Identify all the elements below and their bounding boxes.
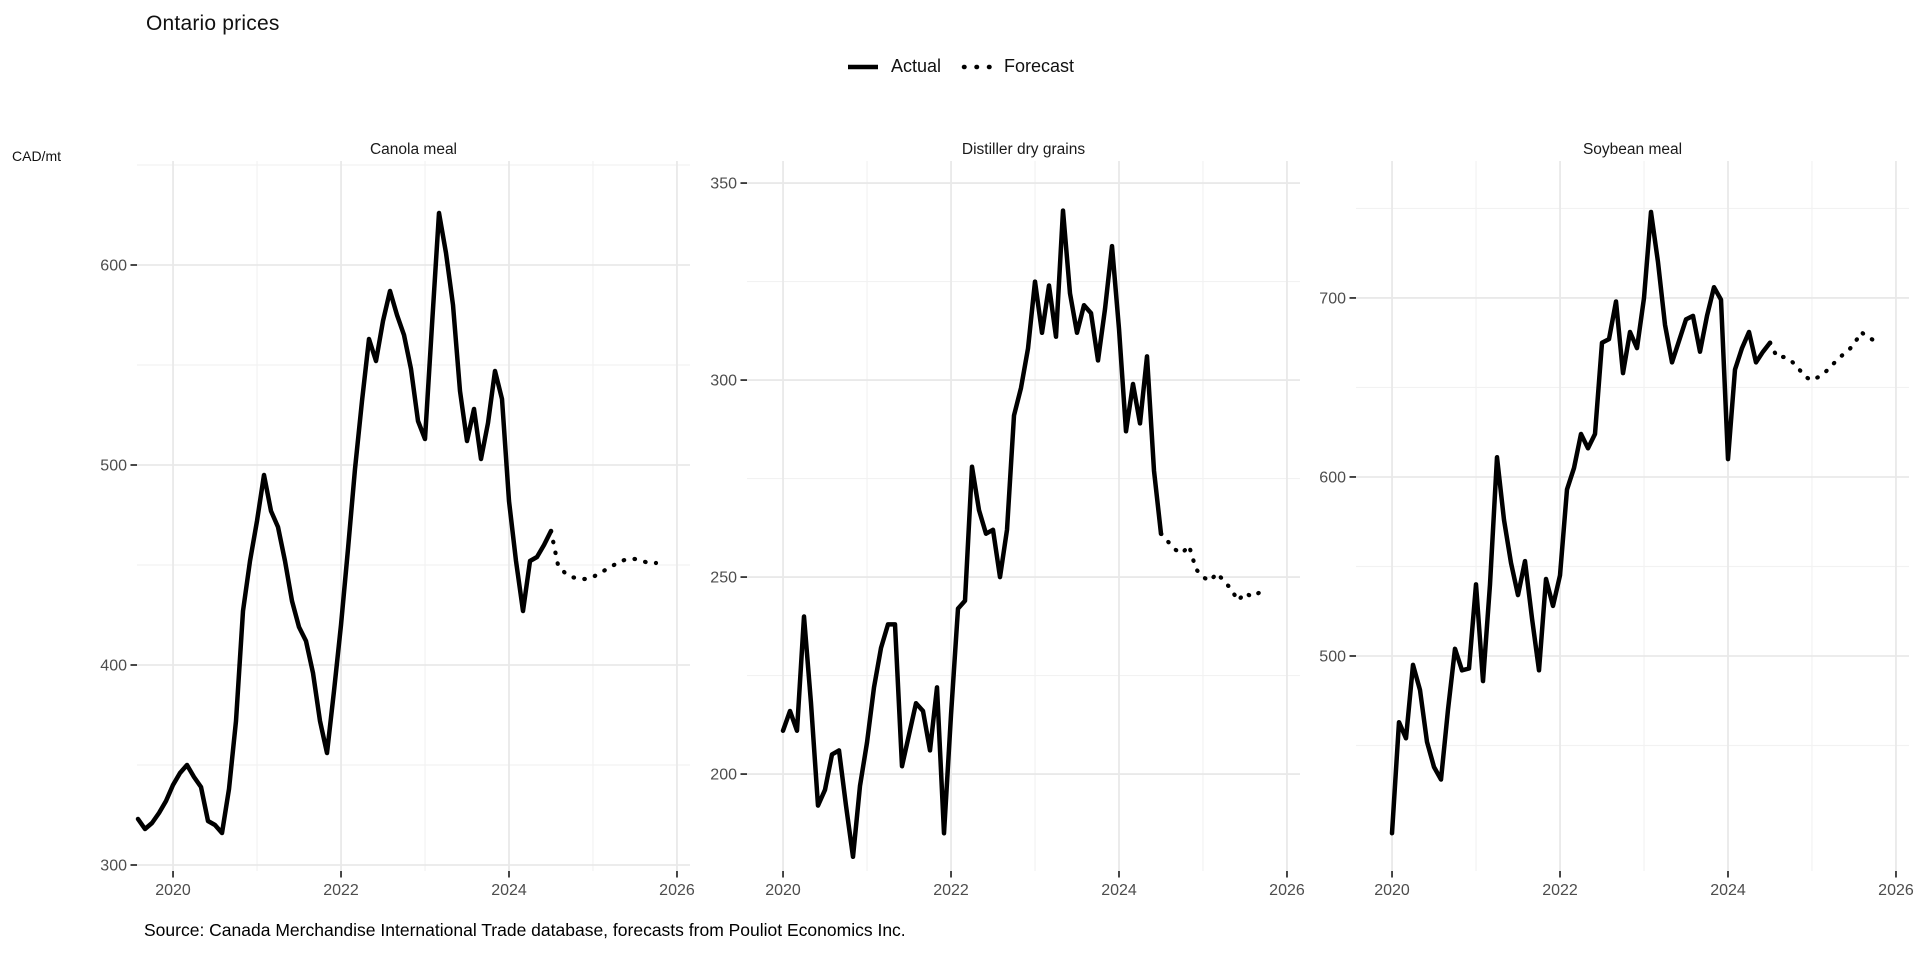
solid-line-icon (847, 64, 878, 69)
y-tick-label: 300 (100, 858, 127, 875)
x-tick-label: 2020 (765, 882, 801, 899)
dotted-line-icon (961, 64, 993, 69)
x-tick-label: 2024 (491, 882, 527, 899)
y-tick-label: 600 (1319, 469, 1346, 486)
y-tick-label: 350 (710, 176, 737, 193)
y-tick-label: 250 (710, 570, 737, 587)
forecast-line (548, 528, 659, 582)
legend-item-forecast: Forecast (959, 56, 1074, 77)
actual-line (780, 208, 1164, 860)
page-title: Ontario prices (146, 12, 280, 35)
panel-title: Soybean meal (1583, 141, 1682, 158)
legend-label-actual: Actual (890, 56, 941, 76)
y-tick-label: 300 (710, 373, 737, 390)
actual-line (135, 210, 554, 836)
forecast-line (1767, 329, 1878, 383)
x-tick-label: 2022 (323, 882, 359, 899)
x-tick-label: 2024 (1710, 882, 1746, 899)
panel-distiller-dry-grains: 2020 2022 2024 2026 200 250 300 350 Distiller dr… (710, 141, 1305, 899)
y-axis-unit-label: CAD/mt (12, 148, 61, 164)
panel-title: Canola meal (370, 141, 457, 158)
y-tick-label: 500 (1319, 648, 1346, 665)
legend: Actual Forecast (0, 56, 1920, 77)
actual-line (1389, 209, 1773, 836)
x-tick-label: 2020 (155, 882, 191, 899)
x-tick-label: 2026 (1878, 882, 1914, 899)
x-tick-label: 2022 (1542, 882, 1578, 899)
legend-label-forecast: Forecast (1004, 56, 1075, 76)
panel-title: Distiller dry grains (962, 141, 1085, 158)
y-tick-label: 500 (100, 458, 127, 475)
y-tick-label: 700 (1319, 290, 1346, 307)
panel-canola-meal: 2020 2022 2024 2026 300 400 500 600 Canola meal (100, 141, 695, 899)
y-tick-label: 600 (100, 258, 127, 275)
x-tick-label: 2022 (933, 882, 969, 899)
panel-soybean-meal: 2020 2022 2024 2026 500 600 700 Soybean meal (1319, 141, 1914, 899)
y-tick-label: 400 (100, 658, 127, 675)
y-tick-label: 200 (710, 767, 737, 784)
source-caption: Source: Canada Merchandise International… (144, 920, 906, 940)
x-tick-label: 2020 (1374, 882, 1410, 899)
forecast-line (1158, 531, 1269, 603)
legend-item-actual: Actual (846, 56, 941, 77)
x-tick-label: 2024 (1101, 882, 1137, 899)
x-tick-label: 2026 (659, 882, 695, 899)
x-tick-label: 2026 (1269, 882, 1305, 899)
